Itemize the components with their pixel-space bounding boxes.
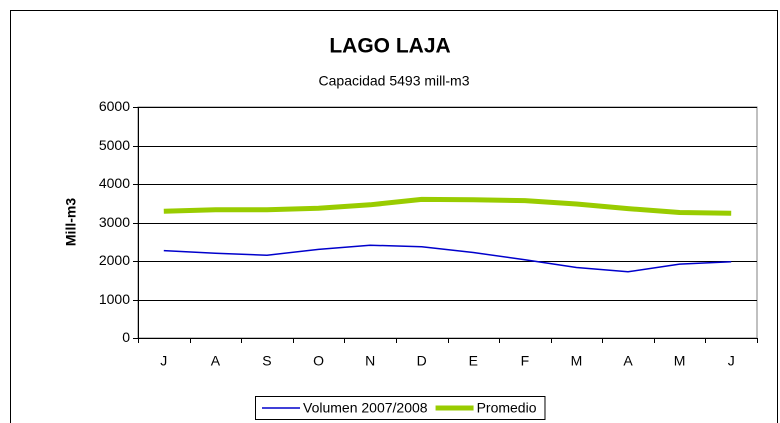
legend-label: Volumen 2007/2008	[303, 400, 428, 416]
x-tick-label: F	[521, 353, 530, 369]
x-tick-label: A	[623, 353, 633, 369]
x-tick-label: D	[417, 353, 427, 369]
x-tick-label: N	[365, 353, 375, 369]
x-tick-label: S	[262, 353, 271, 369]
chart-subtitle: Capacidad 5493 mill-m3	[319, 73, 470, 89]
x-tick-label: A	[211, 353, 221, 369]
y-tick-label: 0	[122, 329, 130, 345]
x-tick-label: J	[160, 353, 167, 369]
chart-border	[10, 10, 778, 423]
x-tick-label: M	[674, 353, 686, 369]
y-tick-label: 5000	[99, 137, 130, 153]
x-tick-label: E	[469, 353, 478, 369]
x-tick-label: O	[313, 353, 324, 369]
y-tick-label: 6000	[99, 98, 130, 114]
legend-box	[255, 396, 546, 420]
series-line	[163, 196, 732, 216]
y-tick-label: 3000	[99, 214, 130, 230]
x-tick-label: M	[571, 353, 583, 369]
chart-title: LAGO LAJA	[329, 35, 450, 58]
y-tick-label: 4000	[99, 175, 130, 191]
legend-label: Promedio	[477, 400, 537, 416]
x-tick-label: J	[728, 353, 735, 369]
y-tick-label: 2000	[99, 252, 130, 268]
y-axis-label: Mill-m3	[63, 198, 79, 246]
series-line	[163, 244, 732, 273]
y-tick-label: 1000	[99, 291, 130, 307]
plot-area	[137, 106, 758, 339]
